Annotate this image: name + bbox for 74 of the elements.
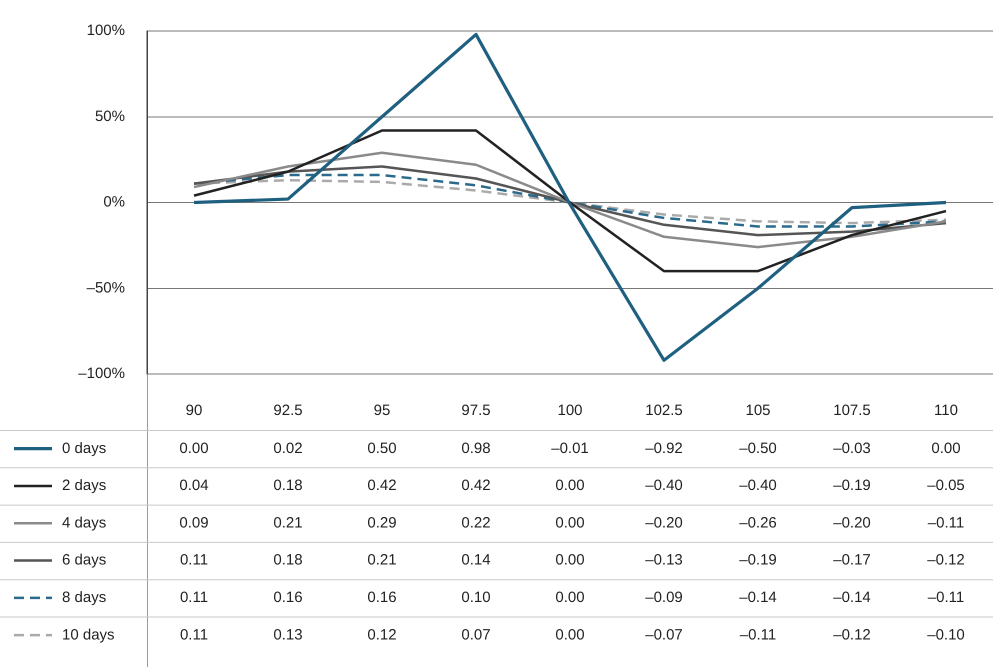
x-tick-label: 107.5 bbox=[833, 402, 871, 420]
legend-label: 8 days bbox=[62, 588, 106, 606]
data-label: 0.00 bbox=[555, 626, 585, 644]
data-label: 0.50 bbox=[367, 440, 397, 457]
data-label: –0.50 bbox=[739, 440, 777, 457]
data-label: 0.10 bbox=[461, 588, 491, 606]
data-label: 0.07 bbox=[461, 626, 491, 644]
data-label: 0.42 bbox=[461, 477, 491, 494]
data-label: –0.92 bbox=[645, 440, 683, 457]
data-label: –0.14 bbox=[833, 588, 871, 606]
data-label: –0.14 bbox=[739, 588, 777, 606]
legend-label: 2 days bbox=[62, 477, 106, 494]
data-label: 0.00 bbox=[179, 440, 209, 457]
data-label: –0.40 bbox=[739, 477, 777, 494]
data-label: –0.01 bbox=[551, 440, 589, 457]
data-label: –0.20 bbox=[833, 514, 871, 532]
data-label: 0.09 bbox=[179, 514, 209, 532]
data-label: 0.04 bbox=[179, 477, 209, 494]
data-label: 0.11 bbox=[180, 626, 208, 644]
data-label: –0.17 bbox=[833, 552, 871, 569]
data-label: 0.00 bbox=[555, 514, 585, 532]
x-tick-label: 102.5 bbox=[645, 402, 683, 420]
y-tick-label: 50% bbox=[94, 108, 125, 125]
data-label: –0.11 bbox=[928, 588, 964, 606]
legend-label: 10 days bbox=[62, 626, 115, 644]
legend-label: 0 days bbox=[62, 440, 106, 457]
data-label: 0.13 bbox=[273, 626, 303, 644]
data-label: 0.00 bbox=[555, 477, 585, 494]
data-label: 0.00 bbox=[931, 440, 961, 457]
x-tick-label: 97.5 bbox=[461, 402, 491, 420]
data-label: 0.14 bbox=[461, 552, 491, 569]
y-tick-label: 100% bbox=[86, 22, 125, 40]
data-label: –0.05 bbox=[927, 477, 965, 494]
legend-label: 6 days bbox=[62, 552, 106, 569]
data-label: –0.03 bbox=[833, 440, 871, 457]
data-label: –0.07 bbox=[645, 626, 683, 644]
data-label: 0.12 bbox=[367, 626, 397, 644]
data-label: –0.11 bbox=[928, 514, 964, 532]
data-label: 0.16 bbox=[367, 588, 397, 606]
data-label: –0.13 bbox=[645, 552, 683, 569]
data-label: –0.40 bbox=[645, 477, 683, 494]
x-tick-label: 100 bbox=[557, 402, 583, 420]
data-label: –0.12 bbox=[833, 626, 871, 644]
x-tick-label: 90 bbox=[186, 402, 202, 420]
data-label: –0.19 bbox=[833, 477, 871, 494]
data-label: 0.16 bbox=[273, 588, 303, 606]
data-label: 0.11 bbox=[180, 588, 208, 606]
data-label: 0.98 bbox=[461, 440, 491, 457]
y-tick-label: –100% bbox=[78, 365, 125, 382]
data-label: 0.18 bbox=[273, 477, 303, 494]
legend-label: 4 days bbox=[62, 514, 106, 532]
x-tick-label: 92.5 bbox=[273, 402, 303, 420]
data-label: 0.18 bbox=[273, 552, 303, 569]
data-label: –0.09 bbox=[645, 588, 683, 606]
x-tick-label: 105 bbox=[745, 402, 771, 420]
data-label: –0.10 bbox=[927, 626, 965, 644]
data-label: 0.02 bbox=[273, 440, 303, 457]
data-label: 0.11 bbox=[180, 552, 208, 569]
y-tick-label: –50% bbox=[86, 279, 125, 296]
data-label: –0.11 bbox=[740, 626, 776, 644]
data-label: –0.12 bbox=[927, 552, 965, 569]
data-label: 0.21 bbox=[273, 514, 303, 532]
x-tick-label: 110 bbox=[934, 402, 958, 420]
x-tick-label: 95 bbox=[374, 402, 390, 420]
data-label: –0.19 bbox=[739, 552, 777, 569]
data-label: 0.00 bbox=[555, 552, 585, 569]
data-label: 0.00 bbox=[555, 588, 585, 606]
data-label: 0.22 bbox=[461, 514, 491, 532]
data-label: 0.29 bbox=[367, 514, 397, 532]
data-label: 0.42 bbox=[367, 477, 397, 494]
y-tick-label: 0% bbox=[103, 194, 125, 211]
data-label: –0.26 bbox=[739, 514, 777, 532]
data-label: 0.21 bbox=[367, 552, 397, 569]
data-label: –0.20 bbox=[645, 514, 683, 532]
